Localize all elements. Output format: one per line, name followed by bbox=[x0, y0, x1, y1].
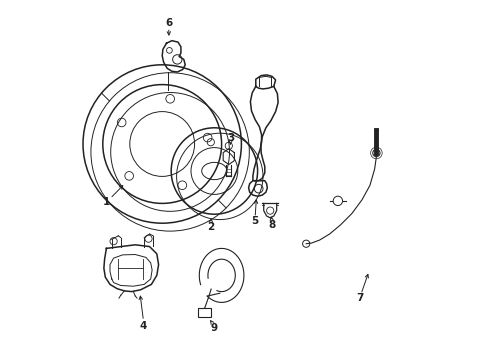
Text: 1: 1 bbox=[103, 197, 110, 207]
Text: 3: 3 bbox=[227, 132, 234, 143]
Text: 8: 8 bbox=[269, 220, 275, 230]
Text: 2: 2 bbox=[207, 222, 215, 232]
Text: 4: 4 bbox=[140, 321, 147, 331]
Text: 6: 6 bbox=[165, 18, 172, 28]
Text: 7: 7 bbox=[356, 293, 363, 303]
Text: 9: 9 bbox=[211, 323, 218, 333]
Text: 5: 5 bbox=[251, 216, 259, 226]
